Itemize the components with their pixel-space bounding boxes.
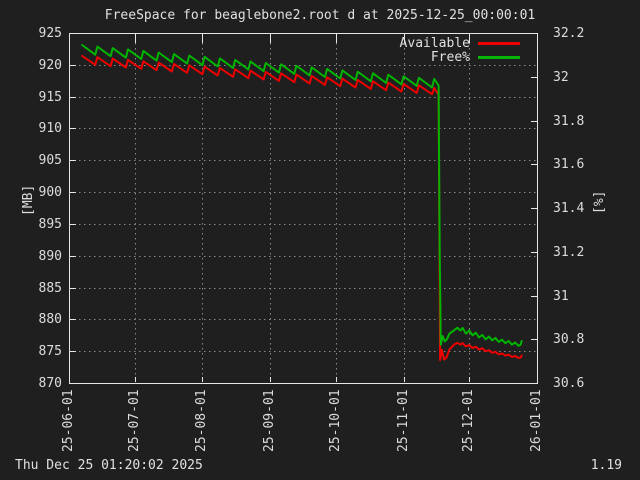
x-axis-tick-label: 25-10-01 bbox=[328, 389, 343, 452]
version: 1.19 bbox=[590, 458, 622, 473]
legend-swatch-available bbox=[478, 42, 520, 45]
x-axis-tick-label: 25-12-01 bbox=[461, 389, 476, 452]
chart-title: FreeSpace for beaglebone2.root d at 2025… bbox=[104, 8, 536, 23]
left-axis-tick-label: 875 bbox=[38, 344, 62, 359]
axes-and-grid bbox=[69, 33, 538, 384]
right-axis-tick-label: 31.6 bbox=[553, 157, 585, 172]
legend-swatch-free-pct bbox=[478, 56, 520, 59]
x-axis-tick-label: 25-09-01 bbox=[262, 389, 277, 452]
left-axis-tick-label: 880 bbox=[38, 312, 62, 327]
left-axis-tick-label: 870 bbox=[38, 376, 62, 391]
right-axis-tick-label: 31.2 bbox=[553, 245, 585, 260]
right-axis-tick-label: 31 bbox=[553, 289, 569, 304]
right-axis-tick-label: 31.4 bbox=[553, 201, 585, 216]
left-axis-tick-label: 900 bbox=[38, 185, 62, 200]
right-axis-tick-label: 31.8 bbox=[553, 114, 585, 129]
left-axis-tick-label: 920 bbox=[38, 58, 62, 73]
available-series-line bbox=[81, 54, 523, 362]
left-axis-tick-label: 915 bbox=[38, 90, 62, 105]
free-pct-series-line bbox=[81, 44, 523, 347]
legend-label-free-pct: Free% bbox=[430, 50, 470, 65]
left-axis-tick-label: 925 bbox=[38, 26, 62, 41]
x-axis-tick-label: 26-01-01 bbox=[529, 389, 544, 452]
x-axis-tick-label: 25-06-01 bbox=[61, 389, 76, 452]
left-axis-tick-label: 885 bbox=[38, 281, 62, 296]
right-axis-tick-label: 32.2 bbox=[553, 26, 585, 41]
plot-border bbox=[69, 33, 538, 384]
left-axis-tick-label: 910 bbox=[38, 121, 62, 136]
x-axis-tick-label: 25-07-01 bbox=[127, 389, 142, 452]
timestamp: Thu Dec 25 01:20:02 2025 bbox=[15, 458, 203, 473]
legend-label-available: Available bbox=[399, 36, 470, 51]
right-axis-tick-label: 32 bbox=[553, 70, 569, 85]
left-axis-tick-label: 905 bbox=[38, 153, 62, 168]
x-axis-tick-label: 25-11-01 bbox=[396, 389, 411, 452]
right-axis-tick-label: 30.6 bbox=[553, 376, 585, 391]
right-axis-tick-label: 30.8 bbox=[553, 332, 585, 347]
left-axis-tick-label: 895 bbox=[38, 217, 62, 232]
left-axis-tick-label: 890 bbox=[38, 249, 62, 264]
x-axis-tick-label: 25-08-01 bbox=[194, 389, 209, 452]
